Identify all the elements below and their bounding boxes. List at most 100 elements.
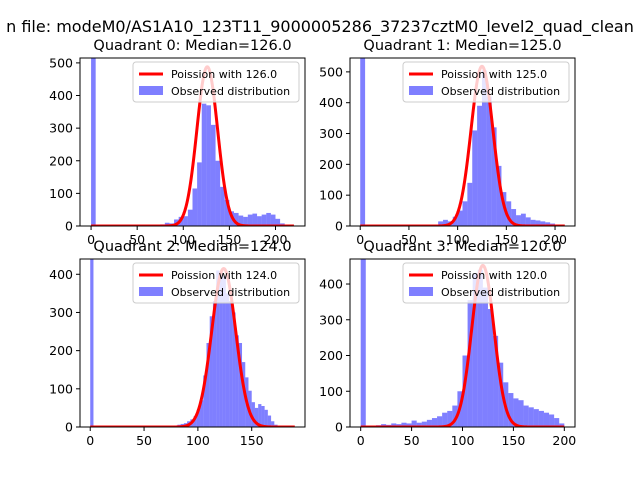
histogram-bar: [421, 421, 427, 427]
x-tick-label: 50: [136, 433, 152, 448]
histogram-bar: [233, 212, 239, 226]
histogram-bar: [235, 335, 239, 427]
histogram-bar: [493, 335, 499, 427]
y-tick-label: 300: [319, 312, 343, 327]
legend-label-fit: Poission with 125.0: [441, 68, 547, 81]
quadrant-2-plot: Quadrant 2: Median=124.0 0 50 100 150 0 100 200…: [49, 239, 306, 448]
poisson-fit-line: [90, 266, 295, 427]
y-tick-label: 300: [319, 126, 343, 141]
histogram-bar: [554, 418, 560, 427]
histogram-bar: [481, 70, 487, 226]
histogram-bar: [477, 105, 482, 226]
x-tick-label: 0: [86, 433, 94, 448]
histogram-bar: [360, 58, 366, 226]
histogram-bar: [482, 287, 488, 427]
y-tick-label: 100: [319, 384, 343, 399]
legend-bar-swatch: [139, 287, 163, 296]
histogram-bar: [559, 423, 565, 427]
y-tick-label: 300: [49, 305, 73, 320]
histogram-bar: [442, 412, 448, 427]
plot-title: Quadrant 2: Median=124.0: [93, 239, 291, 255]
histogram-bar: [508, 393, 514, 427]
histogram-bar: [264, 409, 268, 427]
x-tick-label: 100: [186, 433, 210, 448]
histogram-bar: [525, 217, 531, 226]
histogram-bar: [247, 214, 253, 226]
axes-frame: [79, 57, 306, 227]
y-tick-label: 400: [319, 95, 343, 110]
histogram-bar: [206, 105, 211, 226]
histogram-bar: [518, 400, 524, 427]
poisson-fit-line: [91, 65, 294, 226]
histogram-bar: [252, 213, 258, 226]
axes-frame: [79, 258, 306, 428]
y-tick-label: 100: [49, 381, 73, 396]
histogram-bar: [210, 124, 216, 226]
histogram-bar: [91, 58, 96, 226]
x-tick-label: 150: [217, 232, 241, 247]
legend-box: [132, 61, 300, 103]
histogram-bar: [543, 412, 550, 427]
quadrant-3-plot: Quadrant 3: Median=120.0 0 50 100 150 200 0 100…: [319, 239, 576, 448]
histogram-bar: [183, 216, 188, 226]
legend-bar-swatch: [139, 86, 163, 95]
histogram-bar: [447, 410, 453, 427]
histogram-bar: [229, 301, 233, 427]
histogram-bar: [164, 222, 170, 226]
histogram-bar: [200, 400, 204, 427]
histogram-bar: [431, 418, 438, 427]
axes-frame: [349, 57, 576, 227]
histogram-bar: [222, 276, 226, 427]
histogram-bar: [187, 209, 193, 226]
histogram-bar: [506, 201, 512, 226]
x-tick-label: 0: [87, 232, 95, 247]
histogram-bar: [533, 409, 539, 427]
histogram-bar: [520, 213, 526, 226]
y-tick-label: 200: [49, 343, 73, 358]
histogram: [360, 58, 556, 226]
y-tick-label: 200: [49, 153, 73, 168]
y-tick-label: 400: [49, 267, 73, 282]
legend-label-observed: Observed distribution: [441, 85, 560, 98]
y-tick-label: 0: [335, 219, 343, 234]
histogram-bar: [411, 420, 417, 427]
histogram-bar: [498, 362, 504, 427]
histogram-bar: [540, 221, 546, 226]
quadrant-0-plot: Quadrant 0: Median=126.0 0 50 100 150 200 0 100…: [49, 38, 306, 247]
histogram-bar: [406, 423, 412, 427]
histogram-bar: [215, 160, 221, 226]
legend-label-observed: Observed distribution: [171, 85, 290, 98]
histogram-bar: [452, 216, 458, 226]
histogram-bar: [216, 270, 220, 427]
histogram-bar: [462, 355, 468, 427]
x-tick-label: 200: [543, 232, 567, 247]
histogram-bar: [197, 162, 202, 226]
x-tick-label: 150: [494, 232, 518, 247]
histogram-bar: [266, 212, 271, 226]
quadrant-1-plot: Quadrant 1: Median=125.0 0 50 100 150 200 0 100…: [319, 38, 576, 247]
histogram-bar: [523, 405, 529, 427]
histogram-bar: [257, 216, 262, 226]
histogram-bar: [275, 218, 281, 226]
histogram-bar: [243, 216, 248, 226]
histogram-bar: [251, 402, 255, 427]
histogram-bar: [516, 215, 521, 226]
legend-label-observed: Observed distribution: [171, 286, 290, 299]
legend-box: [132, 262, 300, 304]
histogram-bar: [270, 214, 276, 226]
histogram-bar: [487, 309, 494, 427]
histogram-bar: [467, 182, 473, 226]
legend-label-fit: Poission with 120.0: [441, 269, 547, 282]
histogram-bar: [225, 293, 230, 427]
histogram-bar: [443, 219, 448, 226]
histogram-bar: [496, 165, 502, 226]
legend-label-observed: Observed distribution: [441, 286, 560, 299]
histogram-bar: [528, 407, 534, 427]
histogram-bar: [437, 416, 443, 427]
y-tick-label: 0: [65, 420, 73, 435]
histogram-bar: [391, 423, 397, 427]
histogram-bar: [416, 422, 422, 427]
figure-suptitle: n file: modeM0/AS1A10_123T11_9000005286_…: [6, 17, 634, 37]
histogram-bar: [549, 414, 555, 427]
legend-bar-swatch: [409, 86, 433, 95]
